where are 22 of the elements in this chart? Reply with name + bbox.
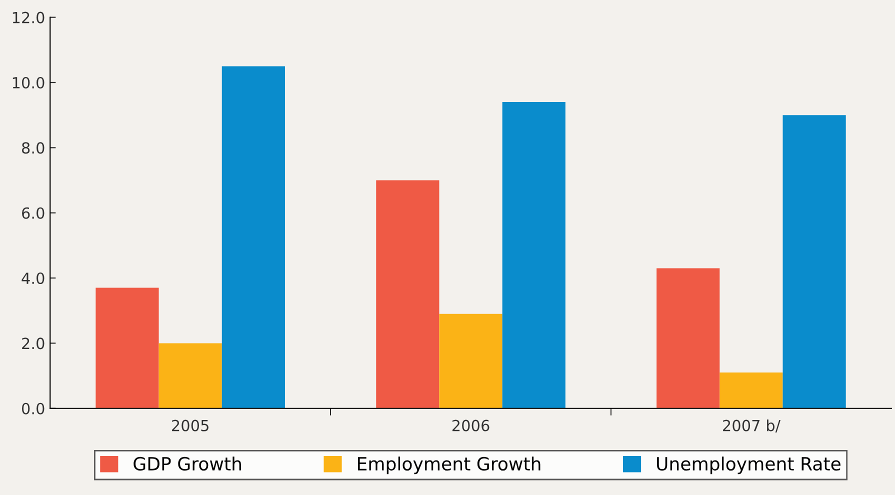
y-tick-label: 12.0 (12, 12, 44, 24)
legend-label: Employment Growth (358, 456, 540, 474)
bar (439, 314, 502, 408)
bar (96, 288, 159, 408)
y-tick-label: 4.0 (22, 272, 44, 284)
x-tick-label: 2007 b/ (723, 419, 780, 433)
bar (158, 343, 222, 408)
bar (656, 268, 720, 408)
bar (376, 180, 440, 408)
bar (502, 102, 566, 408)
y-tick-label: 0.0 (22, 402, 44, 414)
y-tick-label: 8.0 (22, 142, 44, 154)
x-tick-label: 2005 (172, 420, 208, 432)
y-tick-label: 10.0 (12, 76, 44, 89)
y-tick-label: 2.0 (22, 338, 44, 350)
legend-label: Unemployment Rate (657, 456, 840, 474)
bar (782, 115, 846, 408)
x-tick-label: 2006 (452, 420, 490, 432)
legend-label: GDP Growth (134, 456, 241, 471)
bar (222, 66, 285, 408)
y-tick-label: 6.0 (22, 207, 44, 219)
bar (720, 372, 783, 408)
